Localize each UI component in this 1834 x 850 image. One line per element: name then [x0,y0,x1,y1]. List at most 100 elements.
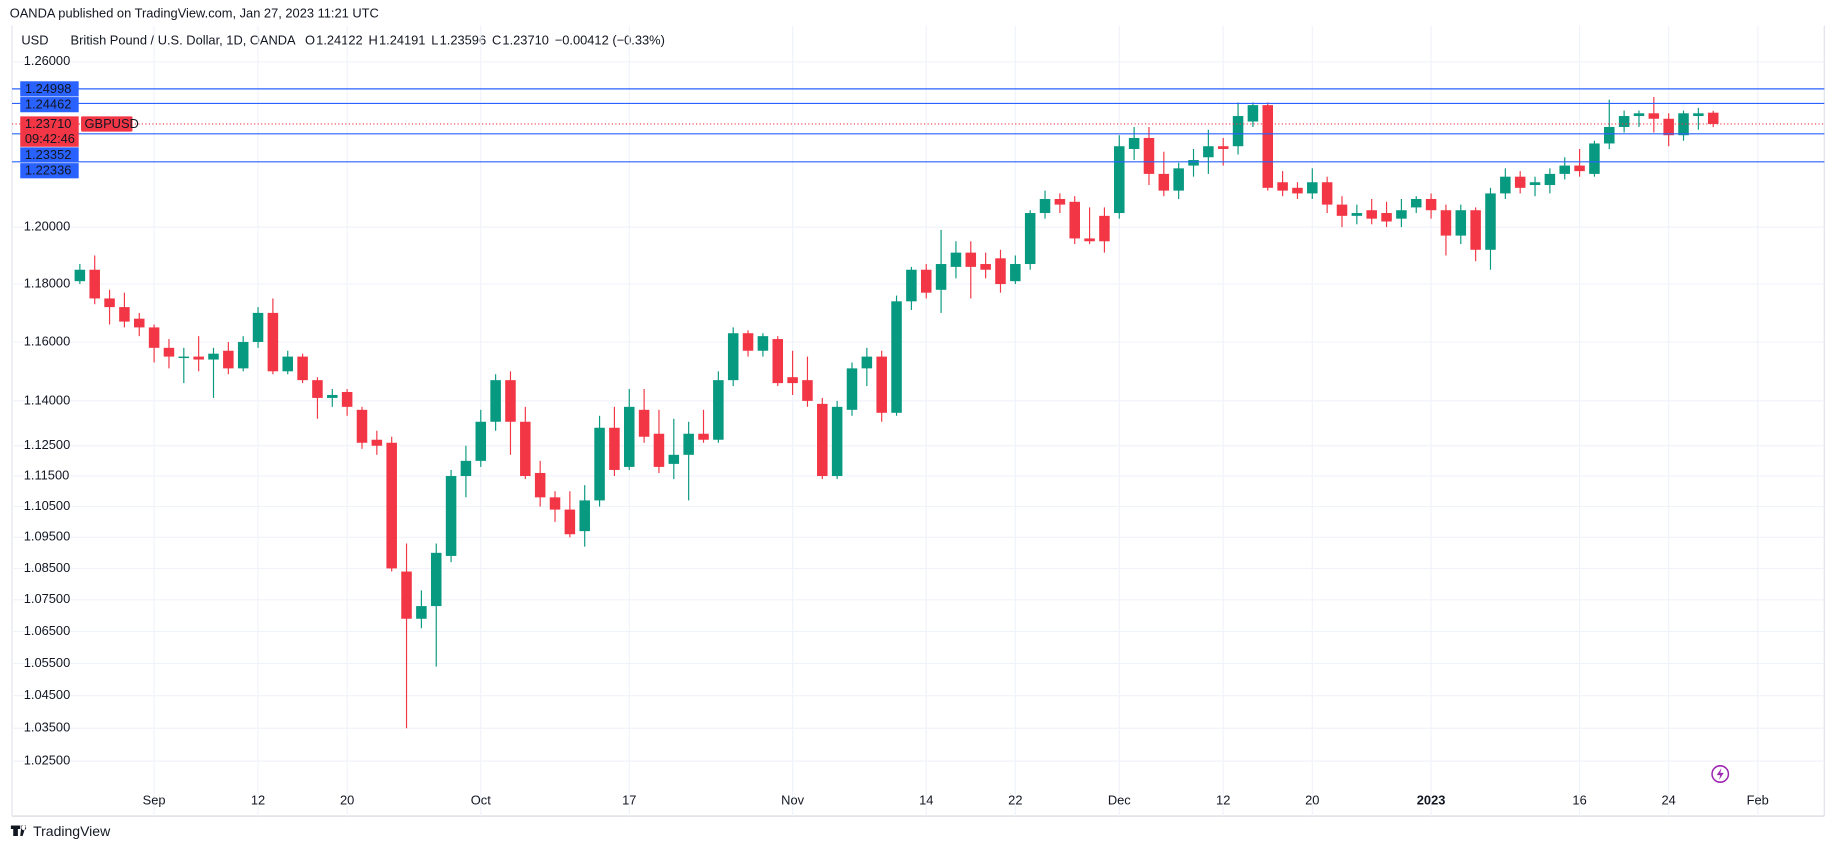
price-label-box [20,163,79,179]
candle-body [802,380,813,401]
candle-body [1084,238,1095,242]
candle-body [564,509,576,535]
candle-body [1574,165,1585,172]
candle-body [1455,210,1467,236]
candle-body [1663,118,1674,136]
candle-body [906,269,917,302]
candle-body [876,356,887,413]
candle-body [312,380,323,398]
candle-body [1292,187,1303,194]
candle-body [386,442,397,569]
candle-body [371,439,383,446]
y-tick-label: 1.04500 [24,687,70,702]
y-tick-label: 1.12500 [24,437,70,452]
candle-body [787,377,798,384]
y-tick-label: 1.11500 [24,467,70,482]
candle-body [267,312,279,372]
candle-body [1321,182,1333,205]
y-tick-label: 1.03500 [24,720,70,735]
candle-body [1693,113,1704,117]
last-price-box [20,116,79,147]
candle-body [817,403,828,477]
x-tick-label: 14 [919,792,933,807]
candle-body [1604,126,1615,144]
candle-body [950,252,962,267]
candle-body [223,350,234,369]
candle-body [1425,199,1437,211]
candle-body [1336,204,1348,216]
x-tick-label: 12 [251,792,265,807]
candle-body [1128,137,1140,149]
x-tick-label: 24 [1662,792,1676,807]
candle-body [624,406,635,467]
y-tick-label: 1.06500 [24,623,70,638]
candle-body [846,368,858,410]
candle-body [1470,210,1481,250]
candle-body [683,433,694,455]
candle-body [1247,105,1259,122]
candle-body [1589,143,1600,174]
legend-change: −0.00412 (−0.33%) [555,32,665,47]
candle-body [520,421,531,477]
price-label-box [20,81,79,97]
symbol-label: GBPUSD [85,116,139,131]
candle-body [1529,182,1541,186]
candle-body [1381,213,1392,222]
candle-body [1024,213,1036,265]
candle-body [579,500,590,532]
legend: British Pound / U.S. Dollar, 1D, OANDA O 1… [71,32,665,47]
y-tick-label: 1.05500 [24,655,70,670]
candle-body [1099,215,1110,242]
candle-body [1618,116,1630,127]
candle-body [460,460,472,477]
x-tick-label: Sep [143,792,166,807]
legend-value: 1.24122 [316,32,362,47]
y-tick-label: 1.14000 [24,392,70,407]
price-label: 1.24998 [25,81,71,96]
candle-body [831,406,843,477]
x-tick-label: Feb [1747,792,1769,807]
candle-body [757,336,769,351]
y-tick-label: 1.02500 [24,753,70,768]
candle-body [133,318,145,328]
y-tick-label: 1.07500 [24,591,70,606]
y-tick-label: 1.10500 [24,498,70,513]
candle-body [638,409,650,437]
candle-body [1351,213,1363,216]
candle-body [861,356,873,369]
countdown: 09:42:46 [25,131,75,146]
candle-body [1485,193,1496,250]
candle-body [549,497,561,510]
candle-body [1678,113,1689,136]
candle-body [1010,264,1021,282]
legend-value: 1.24191 [379,32,425,47]
candle-body [356,409,368,443]
candle-body [1366,210,1377,219]
candle-body [445,476,457,556]
candle-body [1440,210,1452,236]
candle-body [1188,160,1199,166]
candle-body [1173,168,1184,191]
candle-body [237,341,249,369]
candle-body [297,356,308,381]
y-tick-label: 1.26000 [24,53,70,68]
candle-body [534,472,546,498]
price-label-box [20,97,79,113]
candle-body [505,380,516,422]
candle-body [490,380,501,422]
candle-body [327,394,338,398]
y-tick-label: 1.20000 [24,219,70,234]
candle-body [920,269,932,293]
candle-body [1054,199,1066,205]
candle-body [965,252,977,267]
x-tick-label: 20 [340,792,354,807]
candle-body [1633,113,1645,117]
candle-body [1410,199,1422,208]
last-price-label: 1.23710 [25,116,71,131]
legend-key: O [305,32,315,47]
candle-body [935,264,947,290]
candle-body [1396,210,1407,219]
candle-body [89,269,100,299]
